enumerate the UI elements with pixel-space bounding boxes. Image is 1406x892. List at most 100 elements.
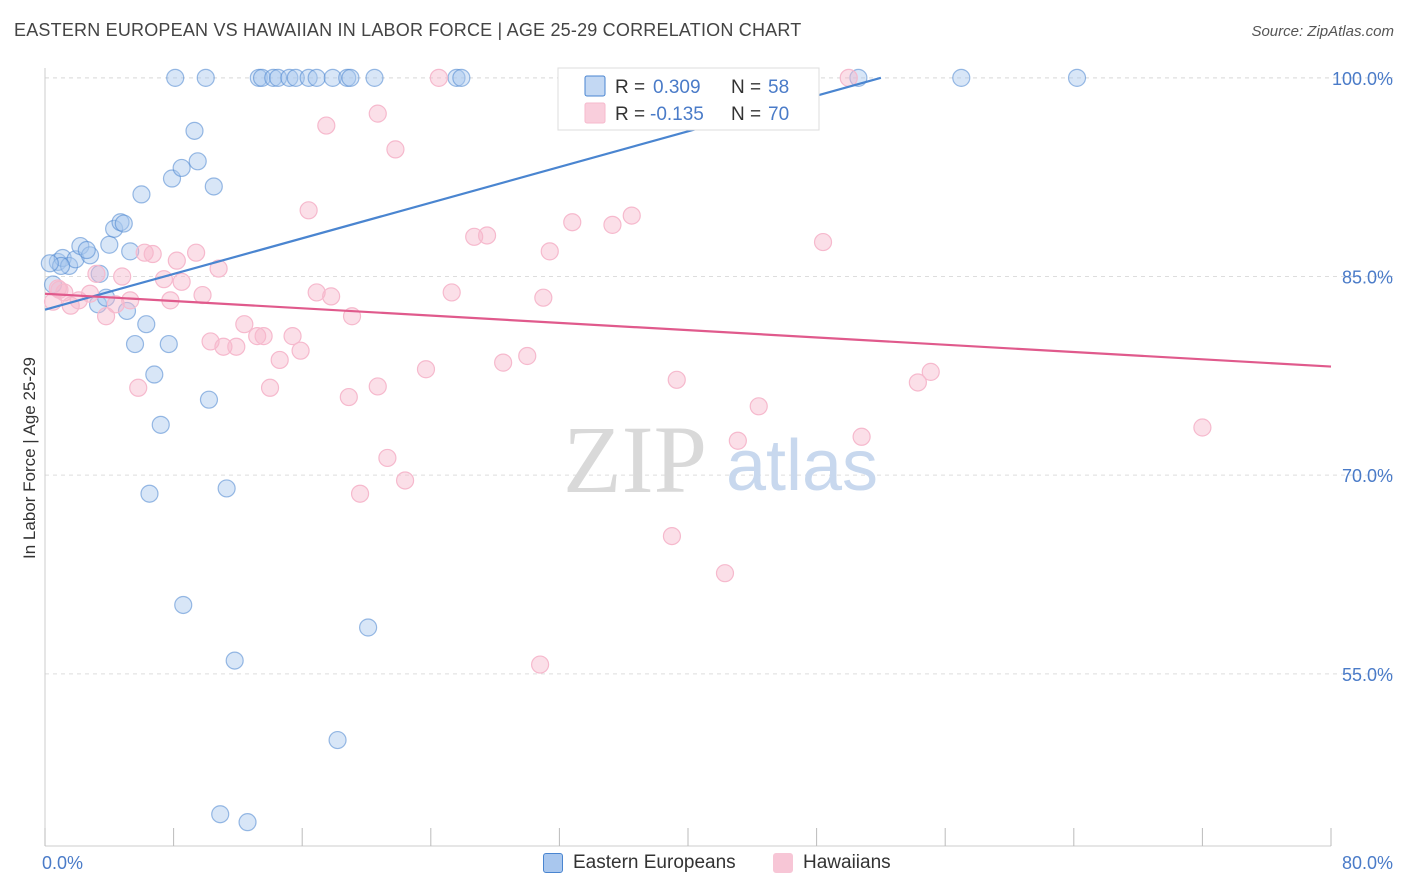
data-point-hawaiians <box>852 427 871 446</box>
series-hawaiians <box>43 68 1212 674</box>
data-point-eastern-europeans <box>174 595 193 615</box>
data-point-hawaiians <box>715 564 735 583</box>
data-point-hawaiians <box>299 201 318 220</box>
data-point-hawaiians <box>563 213 582 232</box>
data-point-eastern-europeans <box>125 334 145 354</box>
data-point-eastern-europeans <box>145 365 164 384</box>
data-point-eastern-europeans <box>307 68 326 87</box>
legend-r-value-pink: -0.135 <box>650 104 704 125</box>
bottom-legend-label-pink: Hawaiians <box>803 852 891 873</box>
data-point-eastern-europeans <box>137 315 156 334</box>
data-point-eastern-europeans <box>952 68 971 87</box>
data-point-hawaiians <box>87 264 106 283</box>
data-point-hawaiians <box>339 387 358 407</box>
data-point-hawaiians <box>121 291 140 310</box>
x-tick-label: 80.0% <box>1342 853 1393 873</box>
data-point-eastern-europeans <box>264 68 283 87</box>
data-point-hawaiians <box>921 362 940 381</box>
data-point-hawaiians <box>96 307 116 326</box>
data-point-hawaiians <box>368 377 387 396</box>
data-point-hawaiians <box>494 353 513 372</box>
data-point-eastern-europeans <box>51 256 71 276</box>
bottom-legend-label-blue: Eastern Europeans <box>573 852 736 873</box>
data-point-hawaiians <box>187 243 206 262</box>
data-point-hawaiians <box>254 327 273 346</box>
legend-r-label-pink: R = <box>615 104 645 125</box>
data-point-eastern-europeans <box>151 415 170 434</box>
data-point-eastern-europeans <box>114 214 133 233</box>
data-point-hawaiians <box>260 378 280 397</box>
bottom-legend-item-hawaiians: Hawaiians <box>773 852 891 874</box>
data-point-eastern-europeans <box>140 484 159 503</box>
grid-lines <box>45 77 1394 675</box>
data-point-hawaiians <box>386 140 405 159</box>
data-point-hawaiians <box>106 295 125 314</box>
y-tick-label: 100.0% <box>1332 69 1393 89</box>
data-point-eastern-europeans <box>121 242 140 261</box>
data-point-eastern-europeans <box>204 177 223 196</box>
data-point-hawaiians <box>283 327 302 346</box>
legend-r-label-blue: R = <box>615 77 645 98</box>
data-point-eastern-europeans <box>238 813 257 832</box>
bottom-legend-item-eastern-europeans: Eastern Europeans <box>543 852 736 874</box>
bottom-legend: Eastern Europeans Hawaiians <box>0 852 1406 878</box>
axes <box>44 68 1332 847</box>
data-point-eastern-europeans <box>196 68 215 87</box>
y-axis-label: In Labor Force | Age 25-29 <box>20 357 39 559</box>
data-point-hawaiians <box>531 655 550 674</box>
watermark-atlas: atlas <box>726 426 878 506</box>
data-point-hawaiians <box>214 337 233 356</box>
legend-n-label-blue: N = <box>731 77 761 98</box>
stats-legend: R = 0.309 N = 58 R = -0.135 N = 70 <box>557 67 820 131</box>
data-point-eastern-europeans <box>132 185 151 204</box>
data-point-hawaiians <box>534 288 553 307</box>
data-point-hawaiians <box>518 346 537 366</box>
y-tick-label: 85.0% <box>1342 268 1393 288</box>
data-point-eastern-europeans <box>341 68 360 87</box>
watermark: ZIP atlas <box>563 406 878 513</box>
data-point-hawaiians <box>378 448 397 468</box>
y-tick-label: 55.0% <box>1342 665 1393 685</box>
data-point-hawaiians <box>307 283 326 302</box>
data-point-eastern-europeans <box>117 301 137 321</box>
data-point-hawaiians <box>416 360 436 379</box>
data-point-eastern-europeans <box>80 246 100 265</box>
data-point-hawaiians <box>813 232 833 252</box>
legend-n-value-pink: 70 <box>768 104 789 125</box>
data-point-eastern-europeans <box>77 240 96 260</box>
source-label: Source: ZipAtlas.com <box>1251 23 1394 40</box>
trend-line-hawaiians <box>44 292 1332 368</box>
data-point-eastern-europeans <box>211 805 230 824</box>
legend-swatch-pink <box>584 102 606 124</box>
data-point-eastern-europeans <box>323 68 342 87</box>
data-point-hawaiians <box>540 242 559 261</box>
data-point-hawaiians <box>429 68 448 87</box>
data-point-eastern-europeans <box>188 152 207 171</box>
data-point-eastern-europeans <box>217 479 236 498</box>
data-point-eastern-europeans <box>166 68 185 87</box>
data-point-hawaiians <box>143 244 162 264</box>
data-point-hawaiians <box>477 226 497 245</box>
data-point-hawaiians <box>317 116 336 135</box>
data-point-eastern-europeans <box>452 68 471 87</box>
legend-n-value-blue: 58 <box>768 77 789 98</box>
data-point-hawaiians <box>622 206 641 225</box>
data-point-eastern-europeans <box>159 334 178 354</box>
data-point-hawaiians <box>350 484 370 503</box>
data-point-hawaiians <box>749 397 768 416</box>
data-point-eastern-europeans <box>225 651 244 670</box>
data-point-hawaiians <box>662 526 682 546</box>
data-point-hawaiians <box>322 287 341 306</box>
data-point-eastern-europeans <box>359 618 378 637</box>
chart-title: EASTERN EUROPEAN VS HAWAIIAN IN LABOR FO… <box>14 20 802 40</box>
y-tick-label: 70.0% <box>1342 466 1393 486</box>
data-point-hawaiians <box>193 285 212 305</box>
data-point-hawaiians <box>368 104 387 123</box>
data-point-hawaiians <box>395 471 415 490</box>
data-point-eastern-europeans <box>447 68 466 87</box>
data-point-hawaiians <box>167 251 186 270</box>
x-tick-labels: 0.0% 80.0% <box>42 853 1393 873</box>
data-point-eastern-europeans <box>172 158 191 178</box>
data-point-hawaiians <box>1193 418 1212 437</box>
